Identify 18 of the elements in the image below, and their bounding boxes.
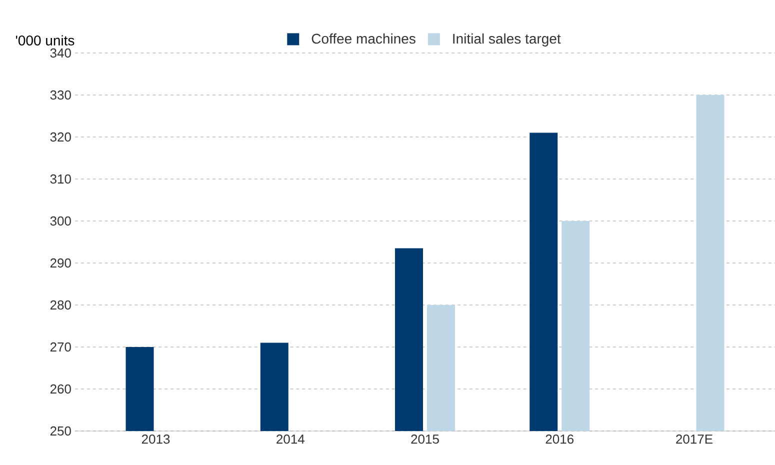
y-tick-label: 330 <box>50 90 71 100</box>
y-tick-label: 250 <box>50 426 71 436</box>
y-axis-title: '000 units <box>16 35 74 46</box>
y-tick-label: 290 <box>50 258 71 268</box>
y-tick-label: 310 <box>50 174 71 184</box>
legend-label: Coffee machines <box>312 33 416 44</box>
x-tick-label: 2016 <box>546 434 574 444</box>
y-tick-label: 340 <box>50 48 71 58</box>
x-tick-label: 2013 <box>142 434 170 444</box>
x-tick-label: 2014 <box>276 434 304 444</box>
y-tick-label: 280 <box>50 300 71 310</box>
x-tick-label: 2015 <box>411 434 439 444</box>
y-tick-label: 270 <box>50 342 71 352</box>
legend-label: Initial sales target <box>453 33 561 46</box>
y-tick-label: 320 <box>50 132 71 142</box>
x-tick-label: 2017E <box>676 434 712 444</box>
y-tick-label: 300 <box>50 216 71 226</box>
y-tick-label: 260 <box>50 384 71 394</box>
